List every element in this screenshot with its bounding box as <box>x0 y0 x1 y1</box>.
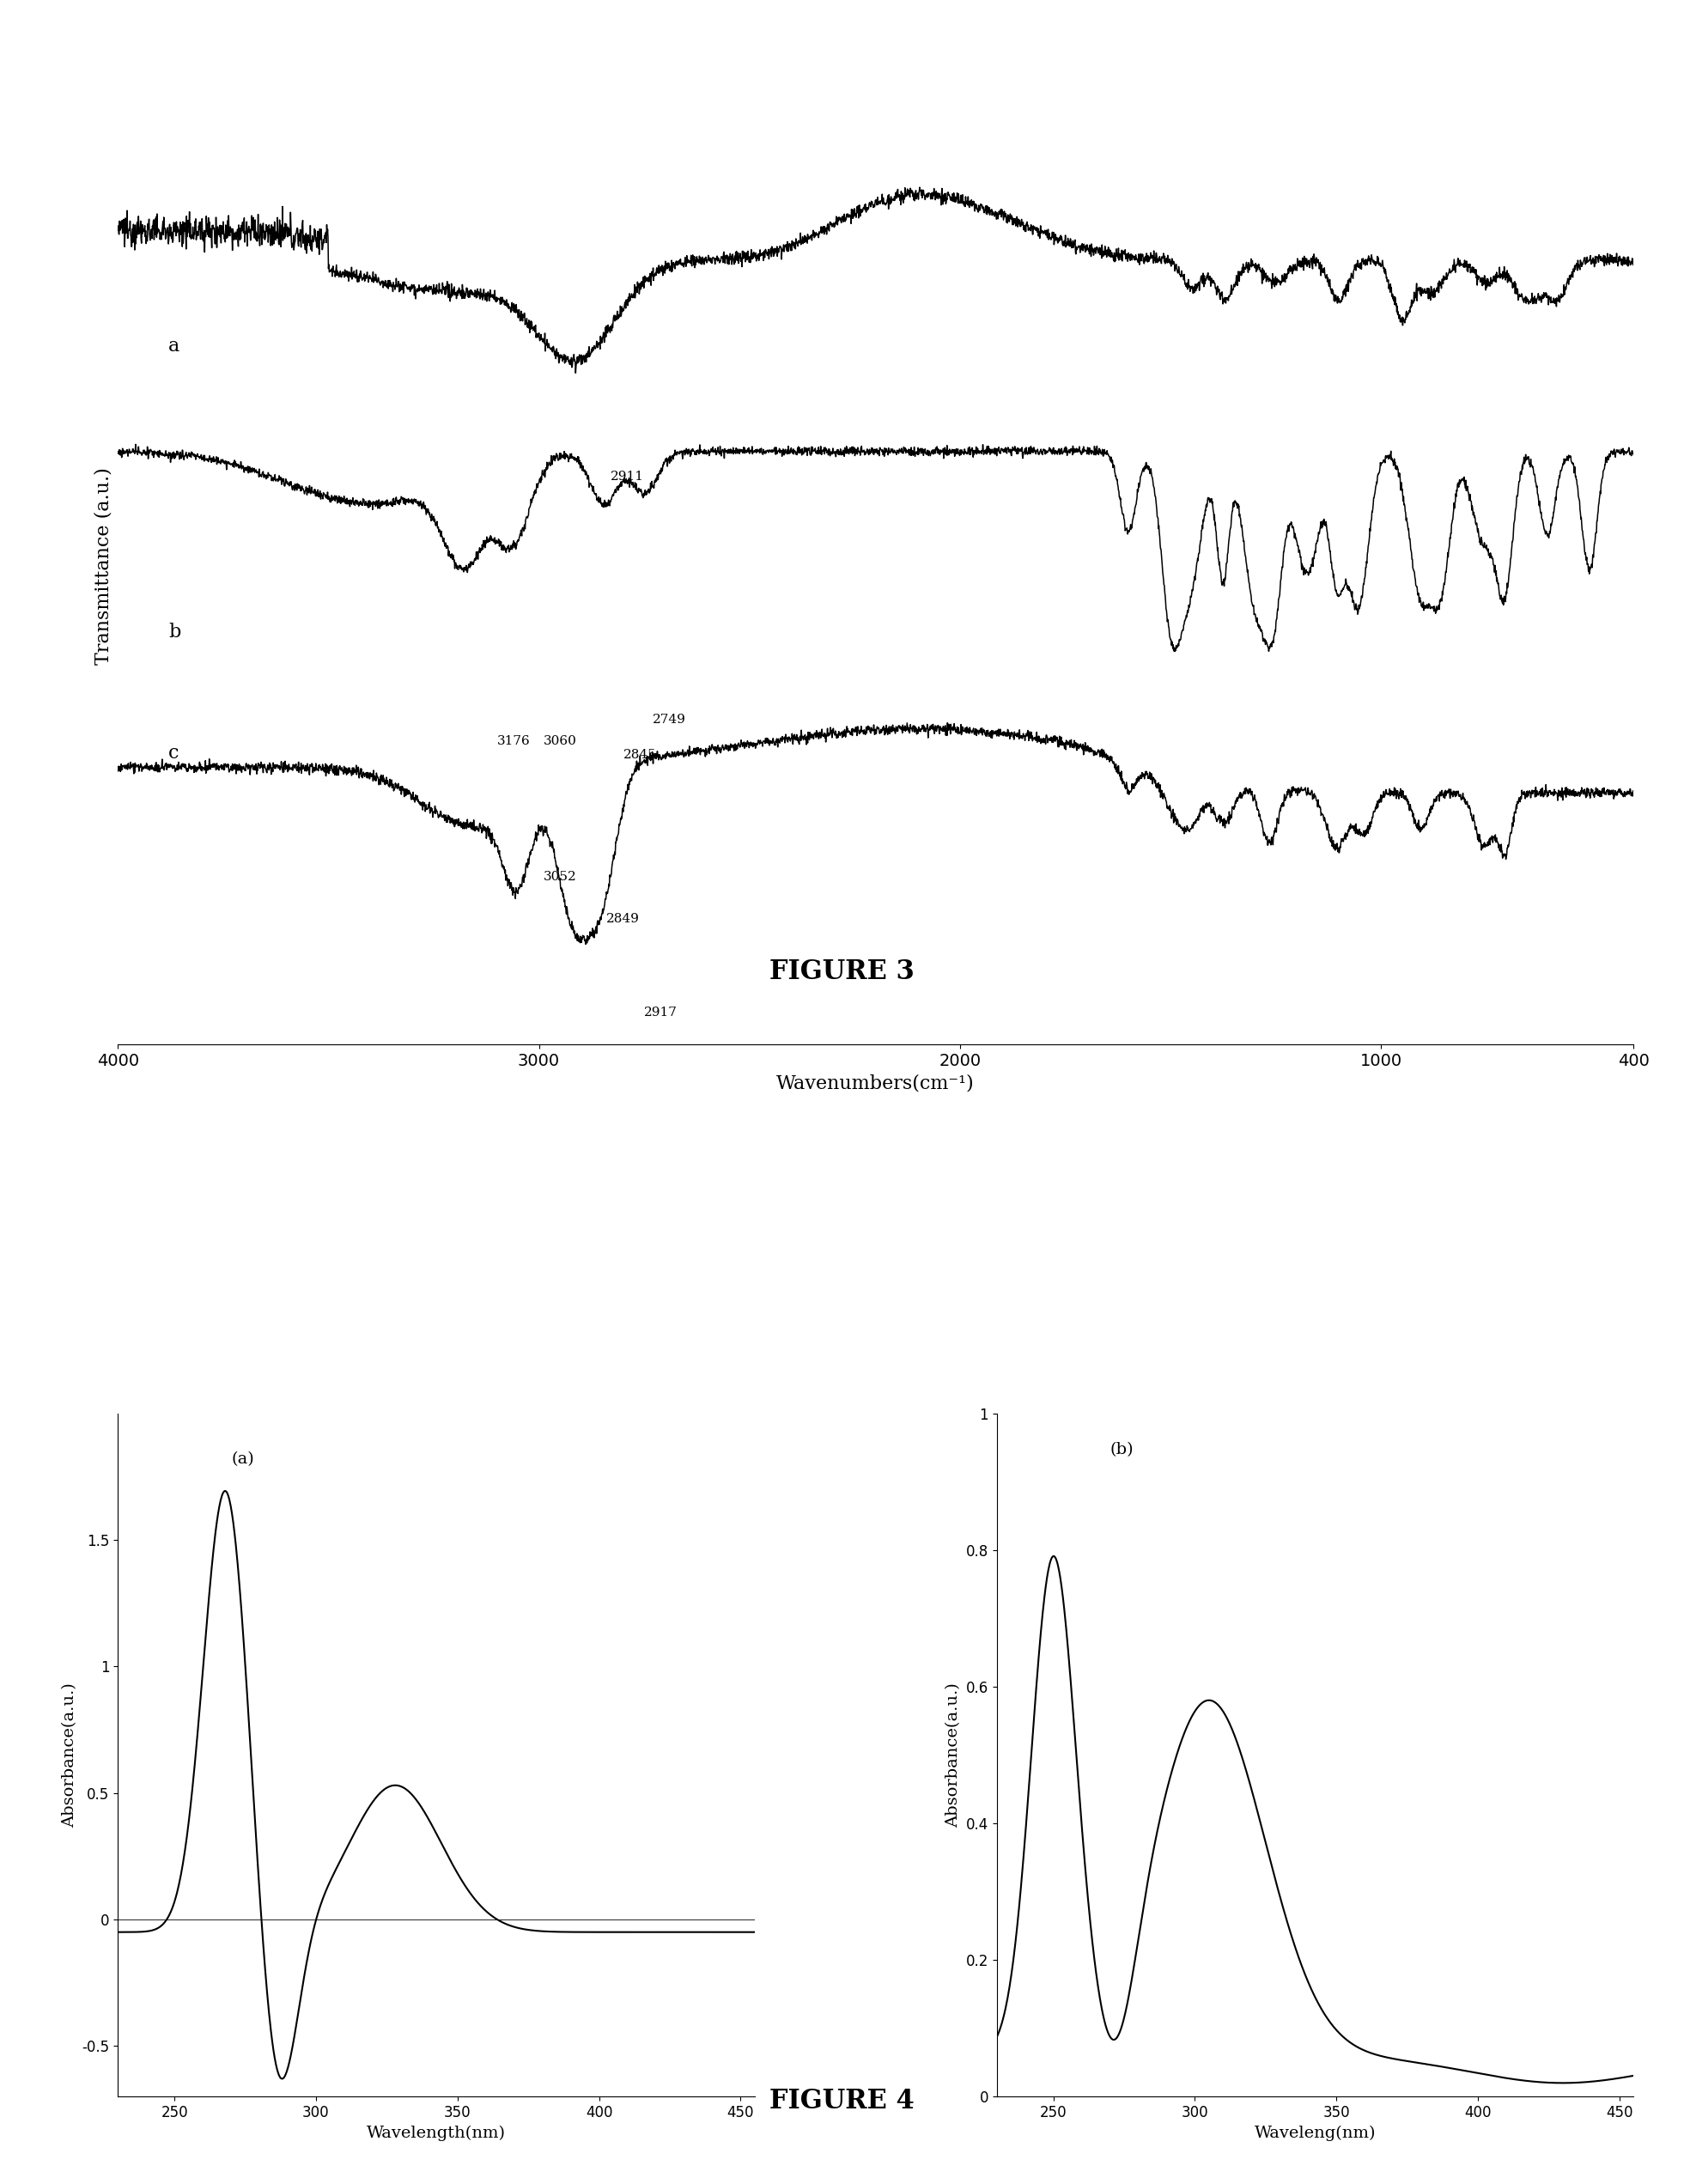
Text: 2845: 2845 <box>623 749 657 762</box>
Text: a: a <box>168 336 180 356</box>
Text: 3060: 3060 <box>544 734 576 747</box>
Text: FIGURE 3: FIGURE 3 <box>770 959 914 985</box>
X-axis label: Wavelength(nm): Wavelength(nm) <box>367 2125 505 2140</box>
X-axis label: Waveleng(nm): Waveleng(nm) <box>1255 2125 1376 2140</box>
Text: b: b <box>168 622 180 642</box>
Text: 2749: 2749 <box>653 714 685 725</box>
Text: 2849: 2849 <box>606 913 640 926</box>
Text: 3052: 3052 <box>544 871 576 882</box>
Text: c: c <box>168 745 179 762</box>
X-axis label: Wavenumbers(cm⁻¹): Wavenumbers(cm⁻¹) <box>776 1075 975 1092</box>
Text: (a): (a) <box>231 1452 254 1468</box>
Text: 2911: 2911 <box>611 470 643 483</box>
Text: 2917: 2917 <box>643 1007 677 1018</box>
Y-axis label: Absorbance(a.u.): Absorbance(a.u.) <box>62 1682 77 1828</box>
Y-axis label: Transmittance (a.u.): Transmittance (a.u.) <box>94 467 113 664</box>
Y-axis label: Absorbance(a.u.): Absorbance(a.u.) <box>945 1682 962 1828</box>
Text: FIGURE 4: FIGURE 4 <box>770 2088 914 2114</box>
Text: (b): (b) <box>1110 1441 1133 1457</box>
Text: 3176: 3176 <box>497 734 530 747</box>
